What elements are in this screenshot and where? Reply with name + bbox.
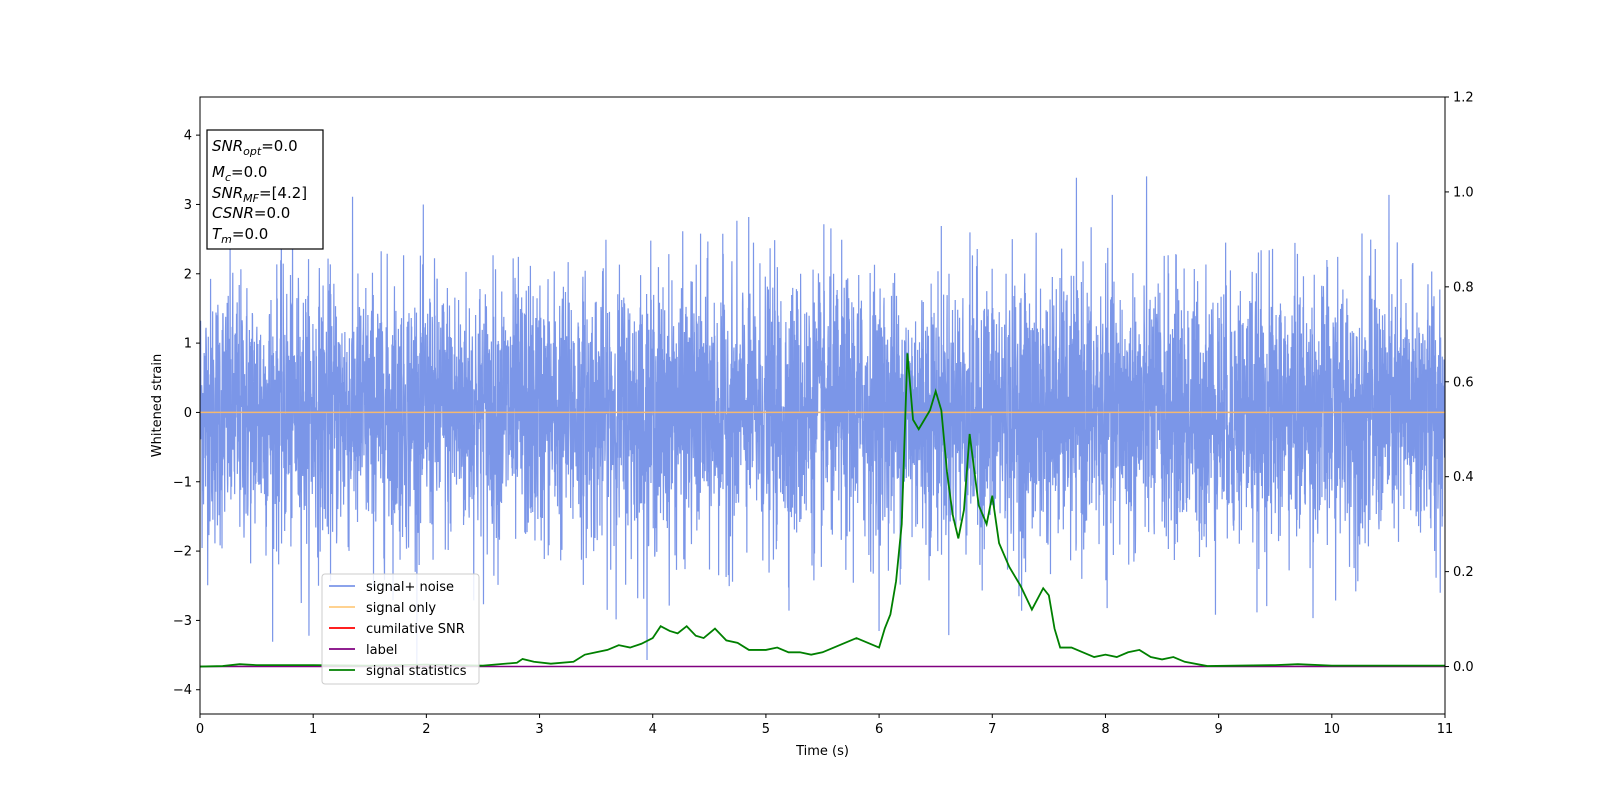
legend-entry: signal+ noise: [329, 580, 454, 595]
legend-label: signal+ noise: [366, 580, 454, 595]
series-signal-noise-line: [200, 176, 1445, 678]
legend-entry: cumilative SNR: [329, 622, 465, 637]
legend-frame: [321, 573, 480, 685]
x-tick-label: 4: [649, 722, 657, 737]
info-box-line: Mc=0.0: [212, 163, 267, 184]
y-right-tick-label: 1.0: [1453, 185, 1474, 200]
y-left-tick-label: −3: [173, 614, 192, 629]
legend-label: signal only: [366, 601, 436, 616]
legend: signal+ noise signal only cumilative SNR la…: [321, 573, 480, 685]
y-right-tick-label: 0.6: [1453, 375, 1474, 390]
x-tick-label: 8: [1101, 722, 1109, 737]
y-left-tick-label: 0: [184, 406, 192, 421]
x-tick-label: 2: [422, 722, 430, 737]
legend-entry: signal only: [329, 601, 436, 616]
info-box-line: SNRMF=[4.2]: [212, 184, 307, 205]
legend-label: cumilative SNR: [366, 622, 465, 637]
y-left-tick-label: −1: [173, 475, 192, 490]
y-right-tick-label: 1.2: [1453, 91, 1474, 106]
y-left-tick-label: −2: [173, 545, 192, 560]
y-left-tick-label: 1: [184, 337, 192, 352]
y-right-tick-label: 0.0: [1453, 660, 1474, 675]
info-box-line: Tm=0.0: [212, 225, 268, 246]
y-left-tick-label: −4: [173, 683, 192, 698]
x-tick-label: 11: [1437, 722, 1454, 737]
x-tick-label: 5: [762, 722, 770, 737]
x-tick-label: 10: [1324, 722, 1341, 737]
y-right-tick-label: 0.8: [1453, 280, 1474, 295]
axes-frame: [199, 96, 1446, 715]
y-axis-label: Whitened strain: [150, 354, 165, 457]
x-tick-label: 7: [988, 722, 996, 737]
x-tick-label: 6: [875, 722, 883, 737]
x-axis-label: Time (s): [795, 744, 849, 759]
y-right-tick-label: 0.4: [1453, 470, 1474, 485]
legend-label: label: [366, 643, 397, 658]
x-tick-label: 1: [309, 722, 317, 737]
x-tick-label: 3: [535, 722, 543, 737]
info-box-line: SNRopt=0.0: [212, 137, 298, 158]
info-box-frame: [206, 129, 324, 250]
x-tick-label: 9: [1214, 722, 1222, 737]
y-left-tick-label: 3: [184, 198, 192, 213]
y-left-tick-label: 2: [184, 267, 192, 282]
tick-marks: 0 1 2 3 4 5 6 7 8 9 10 11 −4 −3 −2 −1 0 1 2 3 4 0.0 0.2 0.4 0.6 0…: [173, 91, 1474, 738]
series-signal-statistics-line: [200, 353, 1445, 668]
x-tick-label: 0: [196, 722, 204, 737]
legend-label: signal statistics: [366, 664, 467, 679]
y-left-tick-label: 4: [184, 129, 192, 144]
info-box-line: CSNR=0.0: [212, 204, 290, 222]
y-right-tick-label: 0.2: [1453, 565, 1474, 580]
legend-entry: label: [329, 643, 397, 658]
legend-entry: signal statistics: [329, 664, 467, 679]
